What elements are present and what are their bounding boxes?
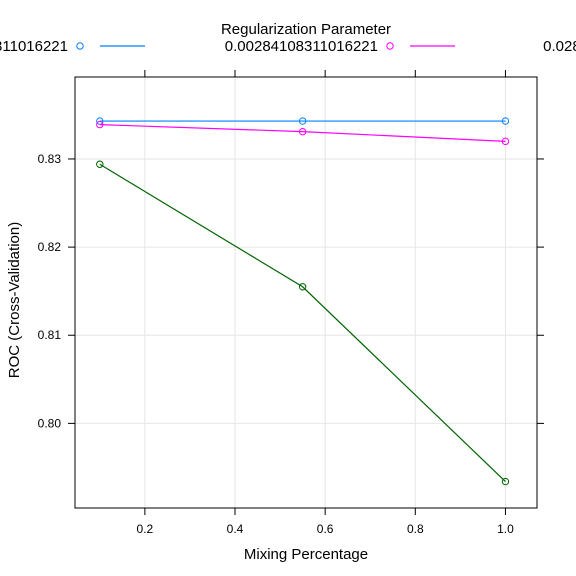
data-point	[298, 117, 307, 125]
series-line	[99, 163, 506, 482]
y-axis-title: ROC (Cross-Validation)	[6, 222, 23, 378]
y-tick-label: 0.80	[38, 416, 62, 430]
y-tick-label: 0.83	[38, 152, 62, 166]
y-tick-label: 0.81	[38, 328, 62, 342]
series-line	[99, 123, 506, 142]
grid	[75, 77, 537, 508]
data-point	[501, 477, 510, 486]
x-tick-label: 0.4	[227, 522, 244, 536]
x-axis-title: Mixing Percentage	[244, 546, 368, 563]
legend-marker	[386, 42, 394, 50]
data-point	[298, 283, 307, 291]
legend-entry-2: 0.00284108311016221	[225, 38, 455, 55]
legend-entry-1: 0.000284108311016221	[0, 38, 145, 55]
data-point	[501, 117, 510, 125]
y-tick-label: 0.82	[38, 240, 62, 254]
x-tick-label: 0.8	[407, 522, 424, 536]
series-2	[96, 120, 510, 146]
legend-label: 0.000284108311016221	[0, 38, 68, 55]
legend-title: Regularization Parameter	[221, 21, 391, 38]
data-point	[96, 160, 104, 168]
data-point	[96, 117, 104, 125]
legend-entry-3: 0.0284108311016221	[543, 38, 576, 55]
legend-label: 0.0284108311016221	[543, 38, 576, 55]
legend: Regularization Parameter 0.0002841083110…	[0, 21, 576, 55]
series-1	[96, 117, 510, 125]
series-layer	[96, 117, 510, 486]
plot-frame	[74, 76, 538, 509]
data-point	[501, 137, 510, 146]
legend-marker	[76, 42, 84, 50]
data-point	[298, 127, 307, 136]
x-tick-label: 0.2	[137, 522, 154, 536]
data-point	[96, 120, 104, 129]
legend-label: 0.00284108311016221	[225, 38, 378, 55]
series-3	[96, 160, 510, 486]
x-tick-label: 1.0	[497, 522, 514, 536]
axes: 0.2 0.4 0.6 0.8 1.0 0.80 0.81 0.82 0.83	[38, 70, 544, 536]
x-tick-label: 0.6	[317, 522, 334, 536]
